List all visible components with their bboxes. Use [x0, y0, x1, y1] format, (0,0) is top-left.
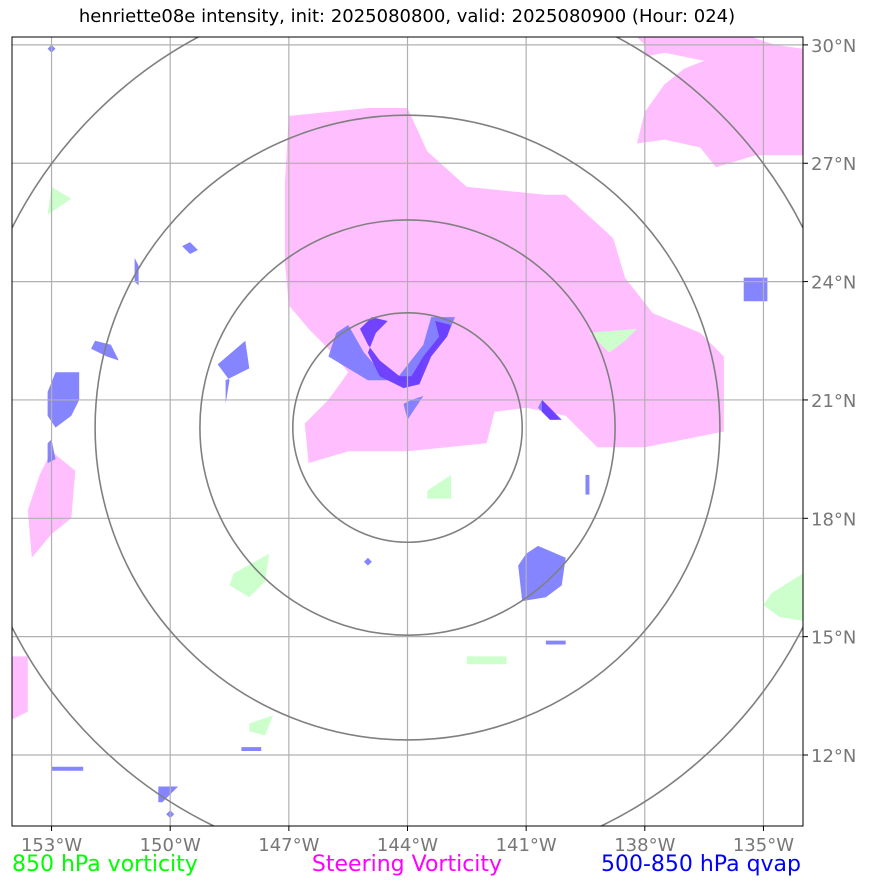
vorticity-850-region: [229, 553, 270, 598]
lat-tick-label: 30°N: [811, 36, 856, 57]
vorticity-850-region: [47, 186, 72, 215]
qvap-region: [182, 242, 198, 254]
vorticity-850-region: [427, 474, 451, 499]
lat-tick-label: 12°N: [811, 746, 856, 767]
lon-tick-label: 141°W: [496, 835, 557, 856]
lon-tick-label: 144°W: [377, 835, 438, 856]
qvap-region: [158, 786, 179, 803]
qvap-region: [217, 340, 250, 404]
vorticity-850-region: [249, 715, 273, 736]
lat-tick-label: 24°N: [811, 273, 856, 294]
qvap-region: [403, 396, 424, 420]
range-ring: [291, 312, 523, 544]
range-ring: [199, 219, 616, 636]
lat-tick-label: 21°N: [811, 391, 856, 412]
legend-steering-vorticity: Steering Vorticity: [311, 852, 503, 877]
vorticity-850-region: [589, 328, 637, 353]
range-ring: [94, 114, 721, 741]
legend-850-vorticity: 850 hPa vorticity: [12, 852, 198, 877]
lon-tick-label: 135°W: [733, 835, 794, 856]
steering-vorticity-region: [636, 37, 803, 168]
lon-tick-label: 138°W: [614, 835, 675, 856]
lat-tick-label: 18°N: [811, 509, 856, 530]
steering-vorticity-region: [284, 108, 724, 464]
field-layers: [12, 37, 803, 819]
qvap-region: [51, 766, 84, 771]
qvap-region: [545, 640, 566, 645]
lat-tick-label: 27°N: [811, 154, 856, 175]
qvap-region: [743, 277, 768, 302]
qvap-region: [518, 545, 566, 602]
qvap-core-region: [542, 399, 562, 420]
vorticity-850-region: [763, 573, 803, 621]
figure-title: henriette08e intensity, init: 2025080800…: [78, 6, 736, 27]
legend-qvap: 500-850 hPa qvap: [600, 852, 801, 877]
qvap-region: [585, 474, 590, 495]
qvap-region: [241, 747, 262, 751]
lon-tick-label: 153°W: [21, 835, 82, 856]
qvap-region: [328, 325, 388, 381]
lon-tick-label: 150°W: [140, 835, 201, 856]
lat-tick-label: 15°N: [811, 628, 856, 649]
axis-ticks: 153°W 150°W 147°W 144°W 141°W 138°W 135°W 12°N 1…: [21, 36, 856, 856]
vorticity-850-region: [466, 656, 507, 665]
lon-tick-label: 147°W: [258, 835, 319, 856]
qvap-core-region: [360, 317, 451, 389]
qvap-region: [364, 557, 372, 566]
lat-lon-grid: [12, 37, 803, 826]
steering-vorticity-region: [12, 656, 28, 720]
range-rings: [12, 37, 803, 826]
